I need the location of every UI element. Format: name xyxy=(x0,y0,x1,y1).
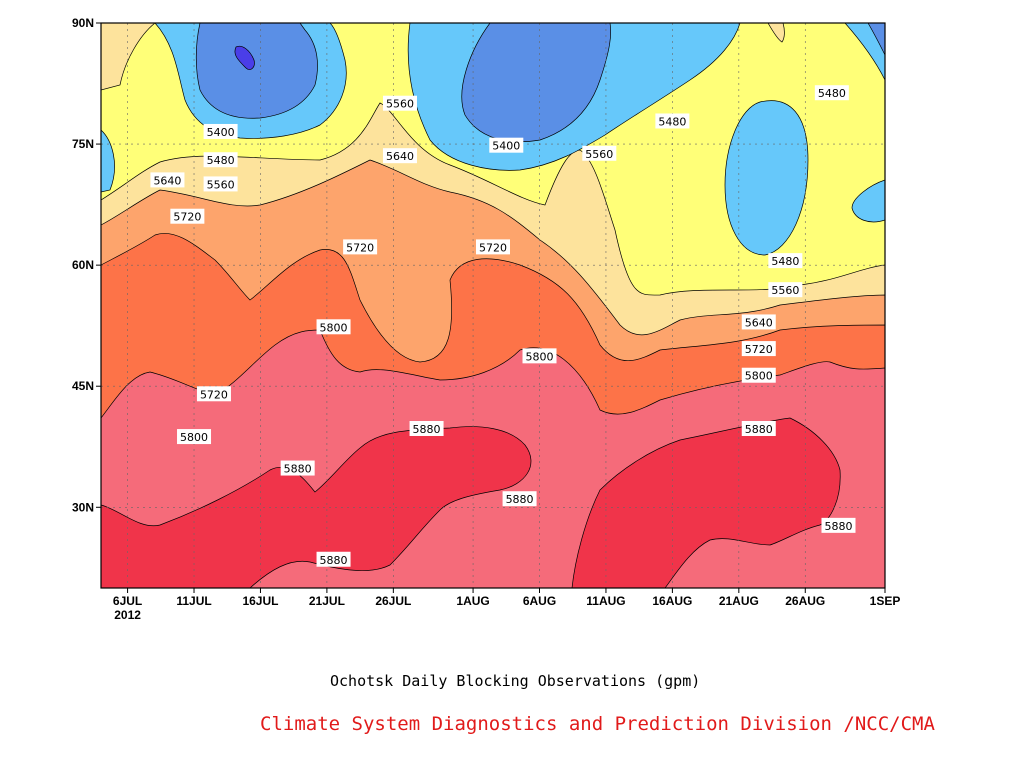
contour-label-bg xyxy=(502,491,537,507)
contour-label-bg xyxy=(814,85,849,101)
contour-label: 5880 xyxy=(745,423,773,436)
contour-label: 5800 xyxy=(180,431,208,444)
contour-label: 5560 xyxy=(386,98,414,111)
contour-label-bg xyxy=(203,176,238,192)
contour-label: 5880 xyxy=(320,554,348,567)
contour-label-bg xyxy=(582,145,617,161)
x-tick-label: 1AUG xyxy=(456,594,489,608)
band-5400-5480-rightedge xyxy=(851,179,885,223)
contour-label: 5560 xyxy=(585,148,613,161)
contour-labels: 5400 5480 5560 5640 5720 5560 5640 5720 5720 5400… xyxy=(150,85,856,567)
band-lowest-pocket xyxy=(234,45,255,70)
band-5320-5400-left xyxy=(195,23,318,119)
y-tick-label: 90N xyxy=(72,16,94,30)
contour-label: 5720 xyxy=(745,343,773,356)
contour-label: 5400 xyxy=(207,126,235,139)
band-5560-notch xyxy=(767,23,785,43)
contour-label-bg xyxy=(768,253,803,269)
plot-frame xyxy=(100,22,886,589)
contour-label-bg xyxy=(409,420,444,436)
contour-label-bg xyxy=(741,314,776,330)
contour-label: 5480 xyxy=(771,255,799,268)
contour-label: 5880 xyxy=(284,463,312,476)
x-tick-label: 21AUG xyxy=(719,594,759,608)
x-tick-label: 11AUG xyxy=(586,594,625,608)
x-tick-label: 11JUL xyxy=(176,594,211,608)
y-axis: 30N 45N 60N 75N 90N xyxy=(72,16,101,514)
contour-label-bg xyxy=(316,551,351,567)
y-tick-label: 60N xyxy=(72,258,94,272)
chart-title: Ochotsk Daily Blocking Observations (gpm… xyxy=(330,672,701,690)
contour-label: 5560 xyxy=(207,178,235,191)
contour-label-bg xyxy=(203,123,238,139)
band-5880-right xyxy=(571,417,841,588)
contour-label-bg xyxy=(170,208,205,224)
x-year-label: 2012 xyxy=(114,608,141,622)
contour-label-bg xyxy=(655,113,690,129)
contour-label: 5640 xyxy=(745,316,773,329)
contour-label: 5720 xyxy=(173,211,201,224)
contour-label-bg xyxy=(382,148,417,164)
contour-label-bg xyxy=(177,429,212,445)
contour-label: 5800 xyxy=(745,370,773,383)
contour-label: 5400 xyxy=(492,140,520,153)
contour-label-bg xyxy=(280,460,315,476)
y-tick-label: 30N xyxy=(72,500,94,514)
band-5880-left xyxy=(101,426,532,588)
y-tick-label: 45N xyxy=(72,379,94,393)
x-tick-label: 26AUG xyxy=(785,594,825,608)
contour-label: 5800 xyxy=(320,321,348,334)
chart-credit: Climate System Diagnostics and Predictio… xyxy=(260,713,935,735)
contour-label: 5560 xyxy=(771,284,799,297)
contour-label-bg xyxy=(382,95,417,111)
x-axis: 6JUL 11JUL 16JUL 21JUL 26JUL 1AUG 6AUG 11AUG 16A… xyxy=(113,588,900,622)
y-tick-label: 75N xyxy=(72,137,94,151)
x-tick-label: 6AUG xyxy=(523,594,556,608)
band-5400-5480-corner xyxy=(101,129,115,193)
x-tick-label: 16JUL xyxy=(242,594,278,608)
x-tick-label: 1SEP xyxy=(870,594,901,608)
band-5400-5480-oval xyxy=(724,100,809,256)
contour-label: 5480 xyxy=(207,154,235,167)
contour-label-bg xyxy=(741,341,776,357)
contour-label: 5880 xyxy=(413,423,441,436)
contour-label: 5640 xyxy=(153,174,181,187)
x-tick-label: 21JUL xyxy=(309,594,345,608)
contour-label-bg xyxy=(316,319,351,335)
contour-label-bg xyxy=(150,172,185,188)
contour-label: 5720 xyxy=(200,388,228,401)
contour-label-bg xyxy=(476,239,510,255)
contour-label-bg xyxy=(343,239,378,255)
contour-label-bg xyxy=(522,348,557,364)
contour-fill-bands xyxy=(101,23,885,588)
contour-label: 5800 xyxy=(526,350,554,363)
contour-label-bg xyxy=(741,367,776,383)
band-5320-5400-topright xyxy=(867,23,885,56)
contour-label-bg xyxy=(821,517,856,533)
contour-label: 5480 xyxy=(818,87,846,100)
contour-label-bg xyxy=(489,137,524,153)
contour-label: 5880 xyxy=(506,493,534,506)
x-tick-label: 6JUL xyxy=(113,594,142,608)
contour-label-bg xyxy=(741,420,776,436)
contour-label: 5720 xyxy=(479,241,507,254)
contour-label: 5720 xyxy=(346,241,374,254)
x-tick-label: 26JUL xyxy=(375,594,411,608)
x-tick-label: 16AUG xyxy=(652,594,692,608)
band-5560-5640-corner xyxy=(101,23,156,91)
contour-label-bg xyxy=(196,386,231,402)
contour-label-bg xyxy=(768,282,803,298)
contour-label: 5480 xyxy=(658,115,686,128)
contour-label: 5640 xyxy=(386,150,414,163)
contour-label: 5880 xyxy=(824,520,852,533)
contour-label-bg xyxy=(203,152,238,168)
